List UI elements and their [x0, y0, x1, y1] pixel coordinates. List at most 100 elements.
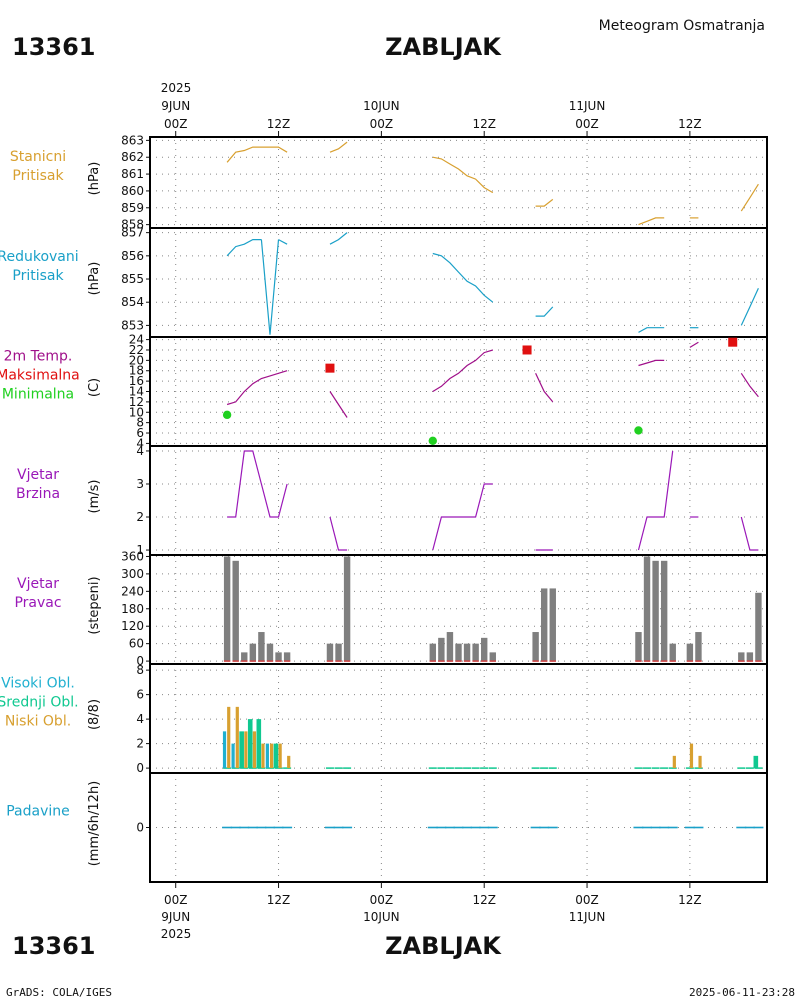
- cloud-bar-2-6: [278, 743, 282, 769]
- top-year-label: 2025: [161, 81, 192, 95]
- ytick-label-station_pressure-1: 859: [121, 201, 144, 215]
- wind-dir-bar-13: [446, 632, 454, 662]
- station-id-top: 13361: [12, 33, 96, 61]
- cloud-bar-2-27: [689, 743, 694, 769]
- wind-dir-bar-8: [326, 643, 334, 662]
- panel-clouds: 0 2 4 6 8 Visoki Obl. Srednji Obl. Niski Obl. (8…: [0, 663, 768, 775]
- ytick-label-reduced_pressure-1: 854: [121, 295, 144, 309]
- ytick-label-wind_direction-0: 0: [136, 654, 144, 668]
- ytick-label-wind_direction-4: 240: [121, 584, 144, 598]
- wind-dir-bar-16: [472, 643, 479, 662]
- panel-label-temperature-1: Maksimalna: [0, 368, 80, 384]
- series-line-temperature-2: [432, 349, 493, 393]
- series-line-reduced_pressure-2: [278, 239, 288, 245]
- cloud-bar-2-28: [698, 755, 702, 769]
- station-name-top: ZABLJAK: [385, 33, 502, 61]
- series-line-reduced_pressure-8: [740, 288, 759, 326]
- ytick-label-reduced_pressure-0: 853: [121, 318, 144, 332]
- panel-label-wind_direction-0: Vjetar: [17, 576, 59, 592]
- top-time-axis: 00Z 12Z 00Z 12Z 00Z 12Z 9JUN 10JUN 11JUN: [161, 99, 702, 137]
- ytick-label-reduced_pressure-2: 855: [121, 272, 144, 286]
- wind-dir-bar-24: [652, 560, 659, 662]
- bottom-time-axis: 00Z 12Z 00Z 12Z 00Z 12Z 9JUN 10JUN 11JUN: [161, 882, 702, 924]
- series-line-wind_speed-6: [740, 516, 759, 551]
- panel-wind_speed: 1 2 3 4 Vjetar Brzina (m/s): [16, 444, 768, 557]
- bottom-hour-label-5: 12Z: [678, 893, 702, 907]
- ytick-label-wind_speed-2: 3: [136, 477, 144, 491]
- wind-dir-bar-29: [738, 652, 745, 662]
- ytick-label-reduced_pressure-4: 857: [121, 226, 144, 240]
- ytick-label-wind_direction-2: 120: [121, 619, 144, 633]
- ytick-label-station_pressure-3: 861: [121, 167, 144, 181]
- ytick-label-temperature-9: 22: [129, 343, 144, 357]
- panel-unit-reduced_pressure: (hPa): [87, 262, 102, 296]
- ytick-label-wind_direction-1: 60: [129, 637, 144, 651]
- panel-wind_direction: 0 60 120 180 240 300 360 Vjetar Pravac (stepeni): [14, 549, 768, 668]
- series-line-wind_speed-1: [329, 516, 348, 551]
- wind-dir-bar-25: [660, 560, 668, 662]
- bottom-year-label: 2025: [161, 927, 192, 941]
- panel-frame-precip: [149, 772, 768, 883]
- ytick-label-wind_direction-5: 300: [121, 567, 144, 581]
- cloud-bar-0-1: [231, 743, 235, 769]
- max-temp-marker-2: [728, 337, 738, 347]
- series-line-station_pressure-2: [432, 156, 494, 194]
- wind-dir-bar-31: [755, 592, 762, 662]
- top-hour-label-3: 12Z: [472, 117, 496, 131]
- ytick-label-temperature-5: 14: [129, 385, 144, 399]
- cloud-bar-2-0: [227, 706, 231, 769]
- series-line-wind_speed-2: [432, 483, 493, 551]
- top-hour-label-1: 12Z: [267, 117, 291, 131]
- panel-precip: 0 Padavine (mm/6h/12h): [6, 772, 768, 883]
- top-day-label-0: 9JUN: [161, 99, 190, 113]
- series-line-station_pressure-1: [329, 141, 348, 153]
- series-line-reduced_pressure-4: [432, 252, 494, 303]
- top-day-label-1: 10JUN: [363, 99, 400, 113]
- series-line-reduced_pressure-5: [535, 306, 554, 317]
- wind-dir-bar-23: [643, 556, 651, 662]
- render-timestamp: 2025-06-11-23:28: [689, 986, 795, 999]
- ytick-label-clouds-1: 2: [136, 737, 144, 751]
- cloud-bar-2-26: [672, 755, 676, 769]
- cloud-bar-1-6: [273, 743, 279, 769]
- cloud-bar-1-4: [256, 719, 262, 769]
- ytick-label-temperature-7: 18: [129, 364, 144, 378]
- wind-dir-bar-30: [746, 652, 754, 662]
- top-hour-label-4: 00Z: [575, 117, 599, 131]
- wind-dir-bar-17: [481, 637, 488, 662]
- ytick-label-temperature-3: 10: [129, 405, 144, 419]
- bottom-hour-label-4: 00Z: [575, 893, 599, 907]
- max-temp-marker-0: [325, 363, 335, 373]
- wind-dir-bar-15: [463, 643, 471, 662]
- cloud-bar-0-0: [222, 731, 227, 769]
- ytick-label-station_pressure-2: 860: [121, 184, 144, 198]
- ytick-label-temperature-0: 4: [136, 436, 144, 450]
- panel-label-wind_speed-1: Brzina: [16, 486, 60, 502]
- max-temp-marker-1: [522, 345, 532, 355]
- cloud-bar-2-1: [235, 706, 239, 769]
- wind-dir-bar-5: [266, 643, 274, 662]
- series-line-temperature-0: [226, 370, 288, 406]
- wind-dir-bar-21: [549, 588, 556, 662]
- series-line-temperature-6: [740, 372, 759, 398]
- ytick-label-temperature-2: 8: [136, 416, 144, 430]
- top-hour-label-2: 00Z: [370, 117, 394, 131]
- ytick-label-temperature-4: 12: [129, 395, 144, 409]
- panel-frame-temperature: [149, 336, 768, 447]
- ytick-label-temperature-1: 6: [136, 426, 144, 440]
- series-line-wind_speed-0: [227, 450, 288, 518]
- bottom-hour-label-1: 12Z: [267, 893, 291, 907]
- cloud-bar-2-5: [269, 743, 274, 769]
- series-line-reduced_pressure-0: [226, 239, 262, 257]
- panel-label-clouds-2: Niski Obl.: [5, 714, 71, 730]
- panel-unit-wind_speed: (m/s): [87, 480, 102, 514]
- panel-unit-clouds: (8/8): [87, 699, 102, 730]
- panel-label-wind_direction-1: Pravac: [14, 595, 61, 611]
- panel-label-reduced_pressure-0: Redukovani: [0, 249, 79, 265]
- panel-label-reduced_pressure-1: Pritisak: [12, 268, 64, 284]
- panel-label-precip-0: Padavine: [6, 804, 70, 820]
- ytick-label-reduced_pressure-3: 856: [121, 249, 144, 263]
- series-line-temperature-1: [329, 391, 348, 418]
